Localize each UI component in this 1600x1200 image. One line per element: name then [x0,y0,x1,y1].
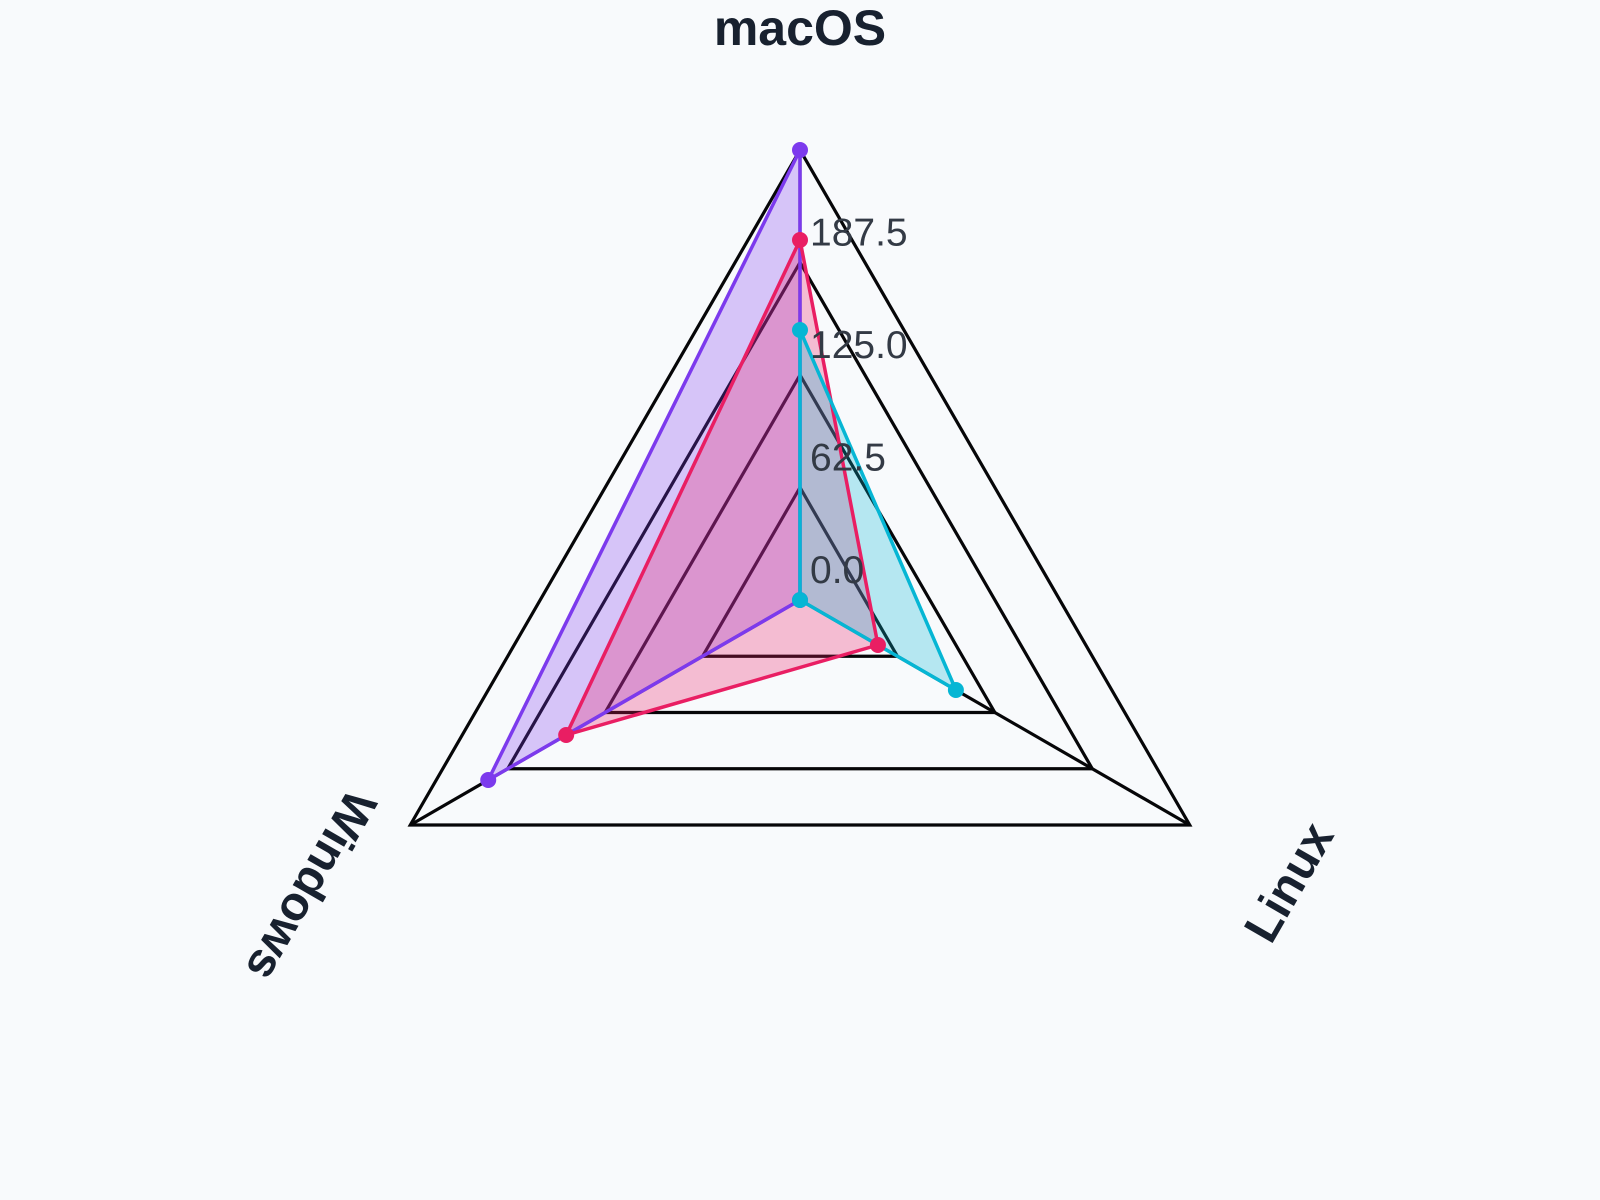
svg-text:62.5: 62.5 [810,437,886,480]
svg-text:0.0: 0.0 [810,549,864,592]
svg-text:Linux: Linux [1235,814,1345,952]
svg-text:macOS: macOS [714,0,886,56]
svg-text:Windows: Windows [235,781,386,990]
svg-text:125.0: 125.0 [810,324,908,367]
svg-text:187.5: 187.5 [810,212,908,255]
